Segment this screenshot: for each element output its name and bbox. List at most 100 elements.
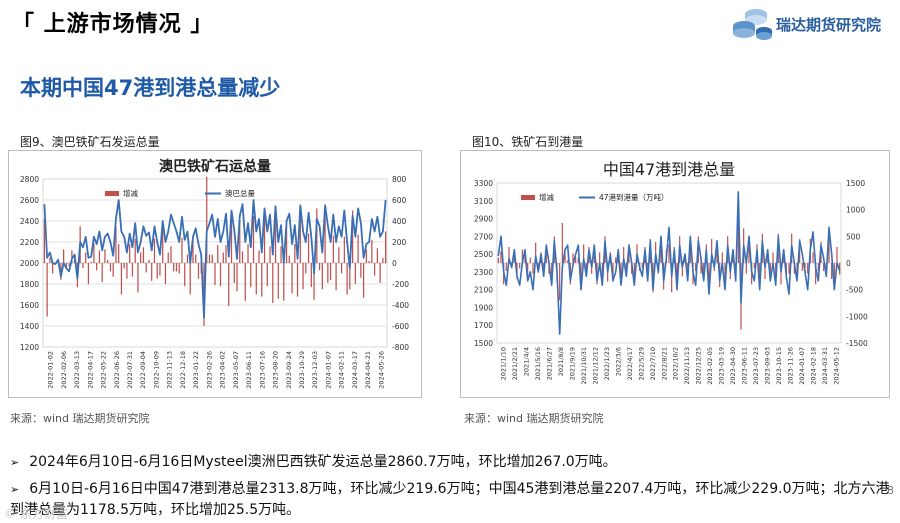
bar-increment	[186, 254, 189, 263]
y-right-tick-label: -1500	[846, 339, 868, 348]
bar-increment	[615, 257, 617, 263]
bar-increment	[49, 257, 51, 263]
bar-increment	[788, 263, 790, 274]
bar-increment	[753, 263, 755, 269]
bar-increment	[302, 263, 304, 290]
bar-increment	[349, 263, 351, 290]
x-tick-label: 2021/5/16	[534, 347, 542, 380]
bar-increment	[93, 243, 95, 263]
bar-increment	[379, 263, 381, 283]
x-tick-label: 2024-01-07	[324, 351, 332, 389]
x-tick-label: 2023-02-26	[205, 351, 213, 389]
bar-increment	[219, 263, 222, 287]
bar-increment	[123, 263, 125, 269]
x-tick-label: 2024-04-21	[364, 351, 372, 389]
bar-increment	[280, 246, 282, 263]
y-right-tick-label: -200	[392, 280, 409, 289]
bar-increment	[716, 247, 718, 263]
bar-increment	[373, 263, 376, 276]
bar-increment	[385, 231, 387, 263]
bar-increment	[764, 263, 766, 279]
bar-increment	[343, 236, 345, 263]
y-right-tick-label: -1000	[846, 312, 868, 321]
x-tick-label: 2022/12/25	[695, 347, 703, 384]
x-tick-label: 2022-10-09	[152, 351, 160, 389]
x-tick-label: 2022-01-02	[47, 351, 55, 389]
x-tick-label: 2023-05-07	[232, 351, 240, 389]
bar-increment	[255, 263, 257, 295]
bar-increment	[236, 263, 238, 292]
bar-increment	[233, 263, 235, 283]
bar-increment	[197, 263, 200, 279]
y-left-tick-label: 2400	[20, 217, 39, 226]
bar-increment	[291, 263, 293, 294]
bar-increment	[583, 244, 585, 263]
bar-increment	[580, 263, 582, 290]
bar-increment	[43, 218, 45, 263]
x-tick-label: 2023-06-11	[741, 347, 749, 385]
bar-increment	[285, 221, 288, 263]
y-left-tick-label: 1400	[20, 322, 39, 331]
bar-increment	[156, 263, 158, 279]
legend-swatch-bar	[521, 195, 535, 200]
page-number: 8	[887, 484, 894, 497]
bar-increment	[327, 263, 329, 283]
x-tick-label: 2022-04-17	[86, 351, 94, 389]
x-tick-label: 2022/7/10	[649, 347, 657, 380]
bar-increment	[318, 263, 321, 271]
x-tick-label: 2022-02-06	[60, 351, 68, 389]
bar-increment	[620, 263, 622, 285]
bar-increment	[109, 263, 112, 272]
bar-increment	[71, 250, 73, 263]
bar-increment	[508, 247, 510, 263]
logo-text: 瑞达期货研究院	[776, 16, 882, 34]
chart-9-frame: 澳巴铁矿石运总量 1200 1400 1600 1800 2000 2200 2400 2600…	[8, 150, 422, 398]
bar-increment	[817, 263, 819, 271]
y-left-tick-label: 1200	[20, 343, 39, 352]
x-tick-label: 2022/11/13	[683, 347, 691, 384]
x-tick-label: 2024-03-31	[821, 347, 829, 385]
legend-label-bar: 增减	[539, 192, 554, 202]
x-tick-label: 2021/4/4	[523, 347, 531, 376]
watermark: © 东方财富	[4, 507, 68, 521]
x-tick-label: 2024-05-26	[377, 351, 385, 389]
y-left-tick-label: 2800	[20, 175, 39, 184]
bar-increment	[812, 252, 814, 263]
bar-increment	[274, 214, 277, 263]
y-right-tick-label: 0	[392, 259, 397, 268]
bar-increment	[115, 226, 117, 263]
bar-increment	[178, 263, 180, 274]
bar-increment	[362, 263, 365, 298]
bar-increment	[676, 263, 678, 287]
bar-increment	[591, 263, 593, 274]
figure-9-caption: 图9、澳巴铁矿石发运总量	[20, 135, 160, 149]
x-tick-label: 2022-03-13	[73, 351, 81, 389]
x-tick-label: 2022/8/21	[660, 347, 668, 380]
bar-increment	[272, 263, 274, 303]
x-tick-label: 2022/10/2	[672, 347, 680, 380]
chart-title: 中国47港到港总量	[603, 160, 735, 179]
figure-10-caption: 图10、铁矿石到港量	[472, 135, 584, 149]
bar-increment	[164, 263, 167, 284]
bar-increment	[633, 263, 635, 277]
arrow-bullet-icon: ➢	[10, 483, 20, 496]
bar-increment	[126, 263, 128, 279]
bar-increment	[195, 254, 197, 263]
bar-increment	[170, 246, 172, 263]
bar-increment	[211, 254, 213, 263]
bar-increment	[46, 263, 48, 317]
bar-increment	[299, 209, 301, 263]
bar-increment	[833, 263, 835, 285]
bar-increment	[82, 263, 84, 269]
bar-increment	[151, 263, 153, 281]
bar-increment	[695, 263, 697, 271]
bar-increment	[689, 236, 691, 263]
x-tick-label: 2022-05-22	[100, 351, 108, 389]
bar-increment	[572, 253, 574, 263]
bar-increment	[505, 263, 507, 271]
bar-increment	[261, 263, 263, 297]
bar-increment	[68, 263, 70, 267]
company-logo: 瑞达期货研究院	[728, 4, 898, 44]
series-line-total	[43, 199, 387, 319]
bar-increment	[283, 263, 285, 301]
